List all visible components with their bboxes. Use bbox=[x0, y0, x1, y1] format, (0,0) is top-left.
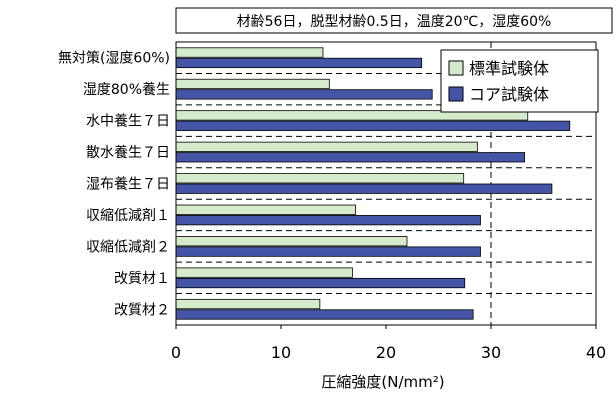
bar-standard-2 bbox=[175, 78, 330, 90]
legend-label: 標準試験体 bbox=[469, 59, 549, 78]
bar-standard-4 bbox=[175, 141, 478, 152]
legend-swatch bbox=[448, 86, 464, 102]
bar-core-3 bbox=[175, 120, 571, 131]
y-tick-label: 湿度80%養生 bbox=[83, 81, 170, 98]
labels-layer: 無対策(湿度60%) 湿度80%養生水中養生７日散水養生７日湿布養生７日収縮低減剤… bbox=[58, 50, 606, 362]
bar-standard-6 bbox=[175, 204, 356, 215]
y-tick-label: 水中養生７日 bbox=[86, 113, 170, 130]
x-tick-label: 0 bbox=[171, 343, 181, 362]
x-tick-label: 10 bbox=[271, 343, 291, 362]
chart-title-box bbox=[175, 7, 613, 34]
y-tick-label: 無対策(湿度60%) bbox=[58, 50, 170, 67]
bar-core-8 bbox=[175, 277, 466, 289]
y-tick-label: 収縮低減剤１ bbox=[86, 207, 170, 224]
x-tick-label: 30 bbox=[481, 343, 501, 362]
y-tick-label: 改質材１ bbox=[114, 271, 170, 287]
y-tick-label: 湿布養生７日 bbox=[86, 176, 170, 193]
y-tick-label: 収縮低減剤２ bbox=[86, 238, 170, 255]
bar-core-4 bbox=[175, 152, 526, 163]
bar-core-2 bbox=[175, 89, 433, 100]
chart-title-group: 材齢56日，脱型材齢0.5日，温度20℃，湿度60% bbox=[175, 7, 613, 34]
bars-layer bbox=[175, 47, 571, 320]
legend-label: コア試験体 bbox=[469, 85, 549, 104]
bar-core-6 bbox=[175, 215, 481, 226]
bar-core-7 bbox=[175, 246, 481, 257]
bar-standard-5 bbox=[175, 173, 465, 184]
x-axis-label: 圧縮強度(N/mm²) bbox=[321, 373, 444, 391]
chart-title: 材齢56日，脱型材齢0.5日，温度20℃，湿度60% bbox=[237, 14, 552, 30]
bar-core-1 bbox=[175, 57, 423, 69]
x-tick-label: 20 bbox=[376, 343, 396, 362]
x-tick-label: 40 bbox=[586, 343, 606, 362]
bar-standard-8 bbox=[175, 267, 353, 278]
legend-box bbox=[440, 49, 599, 113]
bar-standard-1 bbox=[175, 47, 324, 58]
bar-standard-7 bbox=[175, 236, 408, 247]
bar-standard-9 bbox=[175, 298, 321, 310]
bar-core-9 bbox=[175, 309, 474, 320]
y-tick-label: 改質材２ bbox=[114, 302, 170, 318]
legend-swatch bbox=[448, 60, 464, 76]
axes-layer bbox=[175, 41, 597, 329]
bar-core-5 bbox=[175, 183, 553, 194]
y-tick-label: 散水養生７日 bbox=[86, 144, 170, 161]
